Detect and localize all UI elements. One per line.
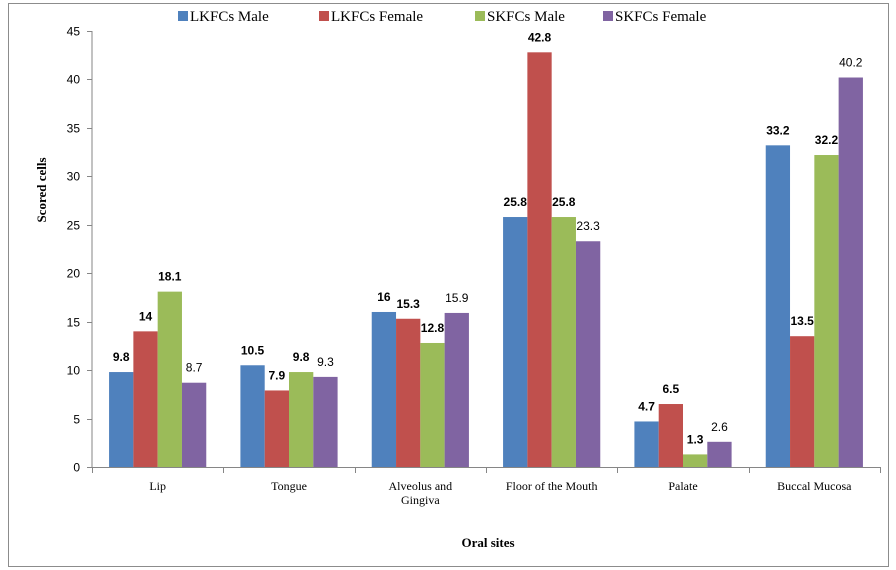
bar-lkfcs-female: [658, 404, 683, 467]
y-tick-label: 30: [67, 170, 81, 184]
data-label: 4.7: [638, 399, 655, 413]
data-label: 7.9: [269, 368, 286, 382]
bar-skfcs-male: [683, 454, 708, 467]
x-tick-label: Tongue: [271, 479, 307, 493]
data-label: 42.8: [528, 30, 552, 44]
data-label: 15.9: [445, 291, 469, 305]
legend-swatch: [475, 11, 485, 21]
data-label: 25.8: [552, 195, 576, 209]
data-label: 1.3: [687, 432, 704, 446]
bar-skfcs-female: [181, 382, 207, 467]
legend-label: SKFCs Female: [615, 9, 707, 25]
bar-lkfcs-female: [133, 331, 158, 467]
y-axis-title: Scored cells: [34, 157, 49, 222]
data-label: 32.2: [815, 133, 839, 147]
bar-skfcs-female: [575, 241, 601, 467]
bar-lkfcs-male: [765, 145, 791, 467]
x-axis-title: Oral sites: [461, 535, 514, 550]
y-tick-label: 0: [73, 461, 80, 475]
data-label: 12.8: [421, 321, 445, 335]
data-label: 10.5: [241, 343, 265, 357]
legend-swatch: [178, 11, 188, 21]
bar-lkfcs-female: [527, 52, 552, 468]
data-label: 18.1: [158, 270, 182, 284]
chart-frame: [8, 3, 889, 567]
bar-lkfcs-female: [396, 318, 421, 467]
x-tick-label: Alveolus and: [389, 479, 453, 493]
data-label: 2.6: [711, 420, 728, 434]
bar-skfcs-male: [551, 217, 576, 467]
legend: LKFCs Male LKFCs Female SKFCs Male SKFCs Fe…: [178, 9, 707, 25]
bar-lkfcs-male: [503, 217, 528, 467]
y-axis: 0 5 10 15 20 25 30 35 40 45: [67, 25, 93, 475]
y-tick-label: 40: [67, 73, 81, 87]
y-tick-label: 35: [67, 122, 81, 136]
bar-lkfcs-male: [109, 372, 134, 467]
bar-skfcs-female: [838, 77, 863, 468]
y-tick-label: 45: [67, 25, 81, 39]
data-label: 15.3: [397, 297, 421, 311]
data-label: 33.2: [766, 123, 790, 137]
bar-skfcs-female: [707, 441, 732, 467]
x-tick-label: Palate: [668, 479, 697, 493]
data-label: 13.5: [791, 314, 815, 328]
bar-lkfcs-male: [240, 365, 265, 467]
data-label: 9.8: [293, 350, 310, 364]
y-tick-label: 5: [73, 413, 80, 427]
data-label: 6.5: [663, 382, 680, 396]
y-tick-label: 15: [67, 316, 81, 330]
bar-skfcs-male: [814, 155, 839, 468]
bar-skfcs-female: [444, 312, 469, 467]
x-tick-label: Lip: [149, 479, 166, 493]
data-labels: 9.8 10.5 16 25.8 4.7 33.2 14 7.9 15.3 42.8 6.5 13.5…: [113, 30, 863, 446]
legend-swatch: [603, 11, 613, 21]
data-label: 25.8: [504, 195, 528, 209]
data-label: 40.2: [839, 56, 863, 70]
data-label: 16: [377, 290, 391, 304]
data-label: 23.3: [576, 219, 600, 233]
bar-skfcs-male: [289, 372, 314, 467]
y-tick-label: 25: [67, 219, 81, 233]
bar-skfcs-male: [420, 342, 445, 467]
bar-lkfcs-female: [264, 390, 289, 467]
data-label: 9.8: [113, 350, 130, 364]
x-tick-label: Gingiva: [401, 493, 440, 507]
data-label: 9.3: [317, 355, 334, 369]
bar-skfcs-female: [313, 376, 338, 467]
bar-lkfcs-male: [634, 421, 659, 467]
x-tick-label: Floor of the Mouth: [506, 479, 598, 493]
legend-swatch: [319, 11, 329, 21]
bars: [109, 52, 863, 468]
bar-lkfcs-male: [371, 311, 397, 467]
bar-lkfcs-female: [790, 336, 815, 467]
legend-label: LKFCs Female: [331, 9, 423, 25]
data-label: 14: [139, 309, 153, 323]
legend-label: LKFCs Male: [190, 9, 269, 25]
data-label: 8.7: [186, 361, 203, 375]
bar-skfcs-male: [157, 291, 182, 467]
x-tick-label: Buccal Mucosa: [777, 479, 852, 493]
y-tick-label: 20: [67, 267, 81, 281]
y-tick-label: 10: [67, 364, 81, 378]
legend-label: SKFCs Male: [487, 9, 565, 25]
